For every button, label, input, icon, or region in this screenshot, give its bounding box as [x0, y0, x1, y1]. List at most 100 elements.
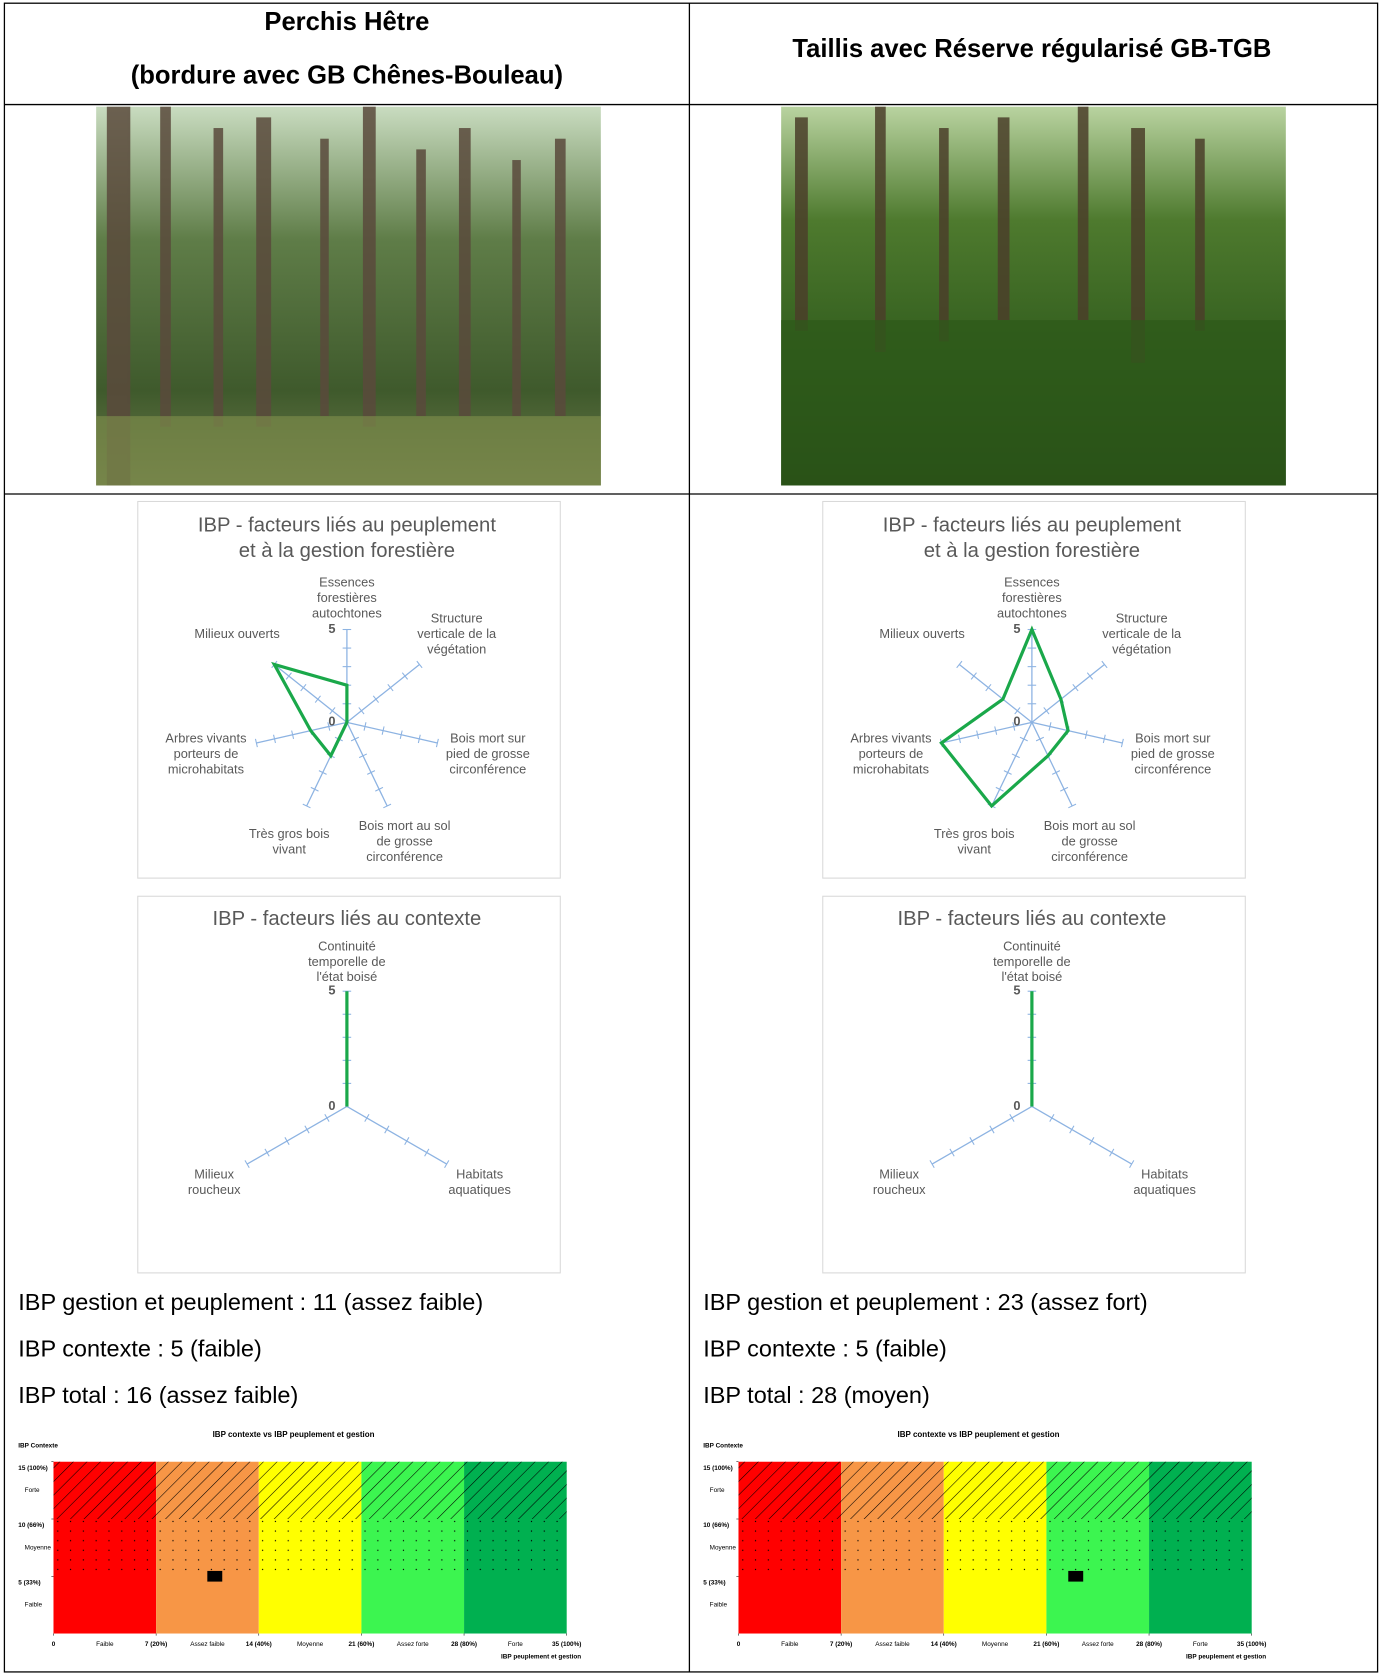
axis-label: Essences	[1004, 574, 1059, 589]
x-tick-label: 28 (80%)	[451, 1641, 477, 1648]
chart-title: IBP contexte vs IBP peuplement et gestio…	[898, 1430, 1060, 1439]
axis-label: porteurs de	[859, 746, 924, 761]
minor-tick	[1035, 736, 1045, 742]
chart: IBP - facteurs liés au contexte Continuit…	[137, 895, 561, 1274]
x-tick-label: 7 (20%)	[830, 1641, 852, 1648]
axis-label: roucheux	[873, 1182, 926, 1197]
axis-line	[273, 663, 348, 723]
chart-title: et à la gestion forestière	[239, 540, 455, 562]
y-zone-label: Forte	[710, 1487, 725, 1494]
axis-label: Structure	[1116, 611, 1168, 626]
summary-line: IBP gestion et peuplement : 23 (assez fo…	[703, 1289, 1147, 1315]
axis-label: l'état boisé	[1002, 969, 1063, 984]
axis-label: forestières	[1002, 590, 1062, 605]
chart-frame	[822, 500, 1246, 879]
axis-line	[931, 1105, 1033, 1165]
axis-label: Habitats	[1141, 1167, 1188, 1182]
axis-label: Arbres vivants	[165, 730, 246, 745]
y-zone-label: Faible	[710, 1602, 728, 1609]
chart-title: IBP - facteurs liés au peuplement	[883, 514, 1182, 536]
minor-tick	[285, 672, 292, 680]
minor-tick	[1120, 738, 1124, 748]
axis-label: autochtones	[997, 605, 1067, 620]
minor-tick	[1012, 722, 1016, 731]
minor-tick	[302, 803, 311, 809]
minor-tick	[1049, 1114, 1055, 1122]
minor-tick	[976, 730, 980, 740]
x-zone-label: Assez forte	[1082, 1641, 1114, 1648]
minor-tick	[1014, 707, 1021, 715]
minor-tick	[1089, 1137, 1095, 1145]
radar-line	[271, 661, 349, 759]
r-tick-label: 5	[328, 621, 335, 636]
r-tick-label: 5	[328, 983, 335, 998]
chart-title: IBP contexte vs IBP peuplement et gestio…	[213, 1430, 375, 1439]
axis-label: circonférence	[1134, 761, 1211, 776]
x-tick-label: 21 (60%)	[348, 1641, 374, 1648]
y-tick-label: 5 (33%)	[18, 1579, 40, 1586]
x-zone-label: Assez faible	[190, 1641, 225, 1648]
axis-label: Bois mort au sol	[1044, 818, 1136, 833]
radar-line	[939, 625, 1070, 809]
r-tick-label: 5	[1013, 983, 1020, 998]
axis-label: Milieux ouverts	[194, 626, 279, 641]
chart-title: IBP - facteurs liés au peuplement	[198, 514, 497, 536]
minor-tick	[384, 1125, 390, 1134]
point	[207, 1570, 223, 1582]
axis-label: Milieux ouverts	[879, 626, 964, 641]
minor-tick	[1003, 770, 1012, 775]
chart: IBP - facteurs liés au contexte Continuit…	[822, 895, 1246, 1274]
minor-tick	[989, 1125, 995, 1134]
minor-tick	[1011, 753, 1020, 759]
y-tick-label: 5 (33%)	[703, 1579, 725, 1586]
minor-tick	[969, 1137, 975, 1145]
axis-label: porteurs de	[174, 746, 239, 761]
x-tick-label: 14 (40%)	[931, 1641, 957, 1648]
axis-label: Essences	[319, 574, 374, 589]
minor-tick	[318, 770, 327, 775]
minor-tick	[1129, 1160, 1135, 1169]
minor-tick	[416, 660, 423, 669]
y-zone-label: Moyenne	[710, 1544, 737, 1551]
x-tick-label: 35 (100%)	[552, 1641, 582, 1648]
zone-pattern	[738, 1461, 1252, 1520]
y-tick-label: 15 (100%)	[703, 1465, 733, 1472]
axis-label: de grosse	[1062, 834, 1118, 849]
axis-label: Très gros bois	[934, 826, 1015, 841]
axis-label: aquatiques	[448, 1182, 511, 1197]
x-tick-label: 0	[52, 1641, 56, 1648]
axis-label: circonférence	[366, 849, 443, 864]
axis-line	[958, 663, 1033, 723]
y-zone-label: Forte	[25, 1487, 40, 1494]
axis-label: Très gros bois	[249, 826, 330, 841]
heading: Taillis avec Réserve régularisé GB-TGB	[792, 35, 1271, 63]
minor-tick	[985, 683, 992, 692]
summary-line: IBP contexte : 5 (faible)	[703, 1335, 947, 1361]
axis-line	[256, 721, 348, 744]
minor-tick	[1084, 730, 1088, 740]
summary-line: IBP gestion et peuplement : 11 (assez fa…	[18, 1289, 483, 1315]
minor-tick	[1009, 1114, 1015, 1122]
axis-line	[1031, 721, 1123, 744]
photo	[96, 106, 601, 486]
minor-tick	[244, 1160, 250, 1169]
heading: Perchis Hêtre	[264, 8, 429, 36]
summary-line: IBP total : 28 (moyen)	[703, 1382, 930, 1408]
x-zone-label: Moyenne	[982, 1641, 1009, 1648]
axis-line	[346, 1105, 448, 1165]
summary-line: IBP total : 16 (assez faible)	[18, 1382, 298, 1408]
minor-tick	[1019, 736, 1028, 742]
r-tick-label: 0	[328, 1098, 335, 1113]
minor-tick	[387, 683, 394, 692]
minor-tick	[324, 1114, 330, 1122]
zone-pattern	[53, 1461, 567, 1520]
minor-tick	[1060, 786, 1069, 792]
axis-label: de grosse	[377, 834, 433, 849]
axis-label: microhabitats	[853, 761, 929, 776]
chart-frame	[137, 500, 561, 879]
minor-tick	[1051, 770, 1061, 775]
x-zone-label: Faible	[96, 1641, 114, 1648]
x-tick-label: 14 (40%)	[246, 1641, 272, 1648]
point	[1068, 1570, 1084, 1582]
